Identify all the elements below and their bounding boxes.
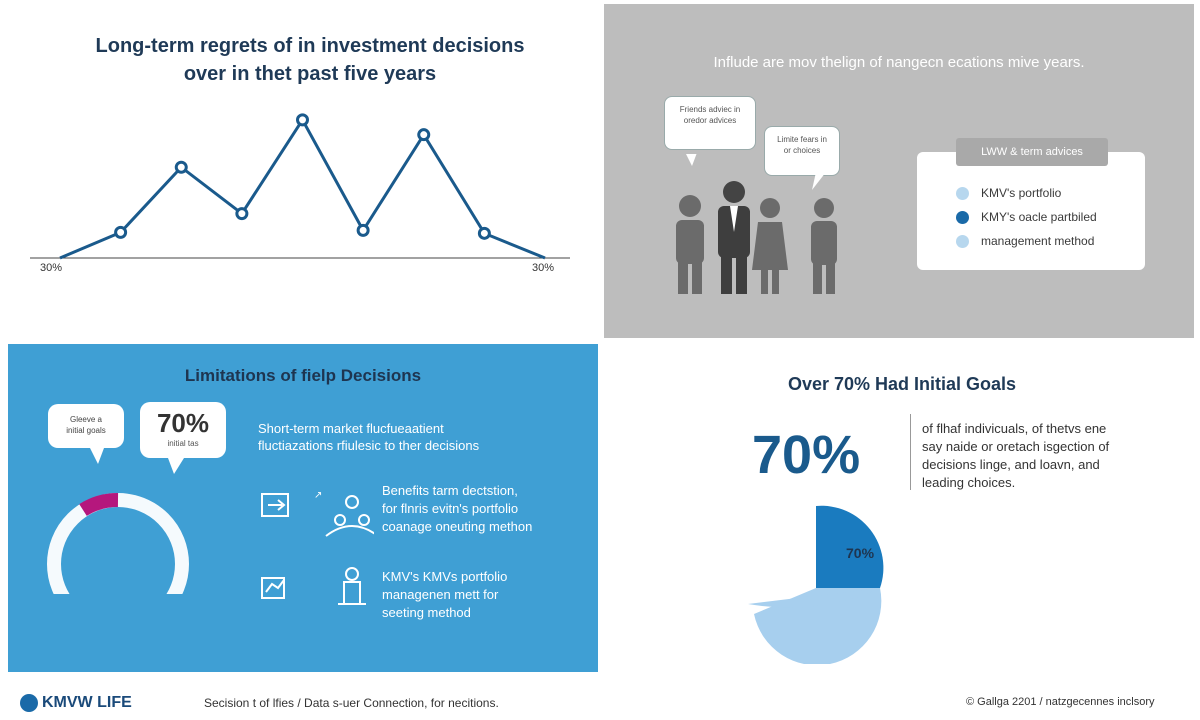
legend-label: KMV's portfolio: [981, 186, 1062, 200]
legend-dot: [956, 186, 969, 200]
footer-center-text: Secision t of lfies / Data s-uer Connect…: [204, 696, 499, 710]
legend-dot: [956, 234, 969, 248]
legend-item: management method: [956, 234, 1094, 248]
benefit-icons: ↗: [261, 490, 374, 605]
brand-icon: [20, 694, 38, 712]
data-point: [296, 113, 309, 127]
chart-title-line1: Long-term regrets of in investment decis…: [95, 35, 525, 57]
brand-name: KMVW LIFE: [42, 694, 132, 711]
speech-bubble-friends: Friends adviec in oredor advices: [664, 96, 756, 150]
pie-slice-light-main: [748, 588, 880, 608]
brand-logo: KMVW LIFE: [20, 694, 132, 712]
ring-chart: [47, 448, 189, 594]
worker-icon: [345, 567, 359, 581]
pie-slice-dark: [816, 505, 884, 588]
series-line: [59, 116, 546, 260]
chart-icon: [261, 577, 285, 599]
legend-label: KMY's oacle partbiled: [981, 210, 1097, 224]
pie-chart: 70%: [748, 505, 884, 664]
text-line: Benefits tarm dectstion,: [382, 483, 518, 498]
data-point: [114, 225, 128, 239]
footer-right-text: © Gallga 2201 / natzgecennes inclsory: [966, 696, 1155, 708]
text-line: of flhaf indivicuals, of thetvs ene: [922, 421, 1107, 436]
bubble-text: oredor advices: [683, 116, 737, 125]
text-line: coanage oneuting methon: [382, 519, 533, 534]
benefit-item-2: KMV's KMVs portfolio managenen mett for …: [382, 568, 507, 622]
left-axis-label: 30%: [40, 262, 63, 274]
benefit-item-1: Benefits tarm dectstion, for flnris evit…: [382, 482, 532, 536]
legend-title: LWW & term advices: [956, 138, 1108, 166]
limitations-title: Limitations of fielp Decisions: [184, 366, 422, 385]
text-line: managenen mett for: [382, 587, 499, 602]
data-point: [174, 160, 188, 174]
limitations-panel: Limitations of fielp Decisions Gleeve a …: [8, 344, 598, 672]
text-line: decisions linge, and loavn, and: [922, 457, 1100, 472]
bubble-initial-goals: Gleeve a initial goals: [48, 404, 124, 448]
right-axis-label: 30%: [532, 262, 555, 274]
initial-goals-panel: Over 70% Had Initial Goals 70% of flhaf …: [604, 344, 1200, 672]
people-group-icon: [676, 154, 837, 294]
regrets-chart-panel: Long-term regrets of in investment decis…: [0, 0, 600, 338]
text-line: say naide or oretach isgection of: [922, 439, 1110, 454]
text-line: seeting method: [382, 605, 471, 620]
data-point: [356, 223, 370, 237]
initial-goals-title: Over 70% Had Initial Goals: [787, 374, 1017, 394]
bubble-text: or choices: [783, 146, 821, 155]
legend-item: KMV's portfolio: [956, 186, 1061, 200]
legend-card: [917, 152, 1145, 270]
text-line: KMV's KMVs portfolio: [382, 569, 508, 584]
document-icon: [261, 493, 289, 517]
bubble-text: Friends adviec in: [679, 105, 741, 114]
speech-bubble-limits: Limite fears in or choices: [764, 126, 840, 176]
divider: [910, 414, 911, 490]
bubble-text: Limite fears in: [777, 135, 827, 144]
pie-label: 70%: [846, 545, 875, 561]
bubble-text: initial goals: [66, 426, 106, 435]
bubble-70-percent: 70% initial tas: [140, 402, 226, 458]
text-line: fluctiazations rfiulesic to ther decisio…: [258, 438, 480, 453]
text-line: leading choices.: [922, 475, 1016, 490]
influences-title: Influde are mov thelign of nangecn ecati…: [713, 54, 1085, 71]
goals-description: of flhaf indivicuals, of thetvs ene say …: [922, 420, 1109, 492]
bubble-subtext: initial tas: [167, 439, 199, 448]
chart-title-line2: over in thet past five years: [183, 63, 437, 85]
short-term-text: Short-term market flucfueaatient fluctia…: [258, 420, 479, 454]
text-line: Short-term market flucfueaatient: [258, 421, 444, 436]
legend-dot: [956, 210, 969, 224]
data-point: [477, 226, 491, 240]
data-point: [235, 207, 249, 221]
line-chart: [30, 113, 570, 260]
influences-panel: Influde are mov thelign of nangecn ecati…: [604, 4, 1194, 338]
data-point: [417, 128, 431, 142]
arrow-glyph: ↗: [314, 490, 322, 501]
text-line: for flnris evitn's portfolio: [382, 501, 519, 516]
chart-title: Long-term regrets of in investment decis…: [40, 32, 580, 88]
legend-item: KMY's oacle partbiled: [956, 210, 1097, 224]
bubble-percent: 70%: [156, 408, 210, 438]
bubble-text: Gleeve a: [69, 415, 103, 424]
team-icon: [345, 495, 359, 509]
big-percentage: 70%: [752, 425, 861, 485]
legend-label: management method: [981, 234, 1095, 248]
